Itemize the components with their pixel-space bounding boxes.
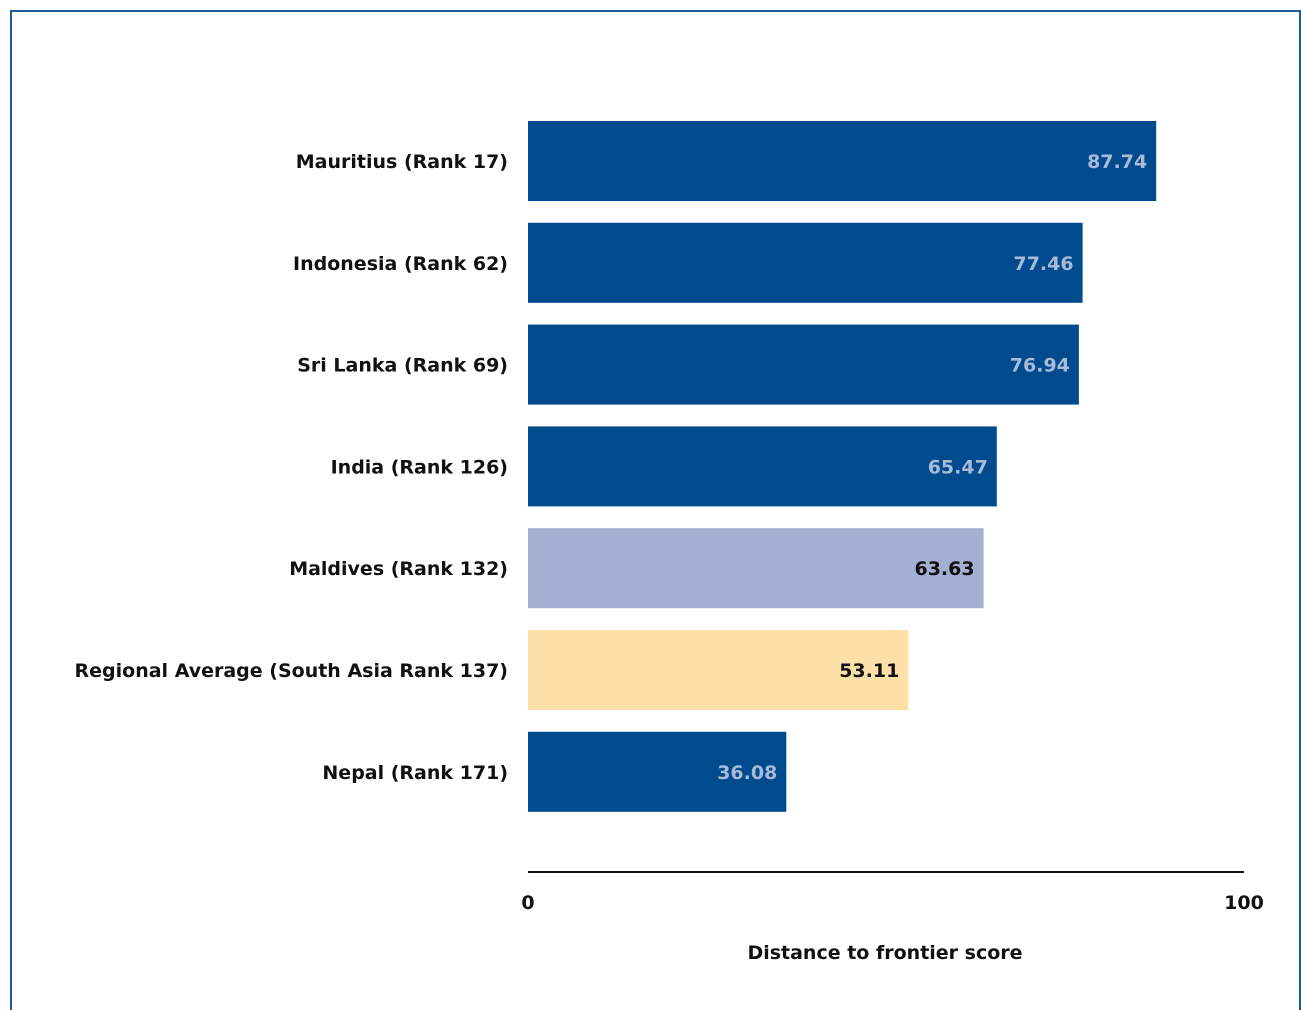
value-label-2: 76.94 — [1010, 355, 1070, 377]
category-label-0: Mauritius (Rank 17) — [296, 151, 508, 173]
value-label-5: 53.11 — [839, 660, 899, 682]
bar-1 — [528, 222, 1083, 303]
category-label-4: Maldives (Rank 132) — [289, 558, 508, 580]
bar-4 — [528, 528, 984, 609]
bar-2 — [528, 324, 1079, 405]
value-label-3: 65.47 — [928, 456, 988, 478]
x-tick-label-min: 0 — [521, 892, 534, 914]
value-labels-layer: 87.74 77.46 76.94 65.47 63.63 53.11 36.08 — [717, 151, 1147, 784]
category-labels-layer: Mauritius (Rank 17) Indonesia (Rank 62) Sr… — [75, 151, 508, 784]
bar-3 — [528, 426, 997, 507]
x-axis-title: Distance to frontier score — [747, 942, 1022, 964]
category-label-5: Regional Average (South Asia Rank 137) — [75, 660, 508, 682]
value-label-4: 63.63 — [914, 558, 974, 580]
bar-6 — [528, 731, 787, 812]
bars-layer — [528, 121, 1157, 812]
bar-5 — [528, 630, 909, 710]
value-label-1: 77.46 — [1013, 253, 1073, 275]
value-label-0: 87.74 — [1087, 151, 1147, 173]
bar-0 — [528, 121, 1157, 201]
value-label-6: 36.08 — [717, 762, 777, 784]
category-label-2: Sri Lanka (Rank 69) — [297, 355, 508, 377]
x-tick-label-max: 100 — [1224, 892, 1264, 914]
category-label-6: Nepal (Rank 171) — [322, 762, 508, 784]
category-label-1: Indonesia (Rank 62) — [293, 253, 508, 275]
category-label-3: India (Rank 126) — [331, 456, 508, 478]
chart-frame — [10, 10, 1301, 1010]
